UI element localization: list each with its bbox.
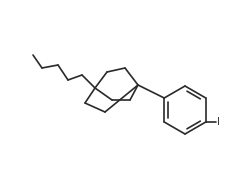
- Text: I: I: [216, 117, 219, 127]
